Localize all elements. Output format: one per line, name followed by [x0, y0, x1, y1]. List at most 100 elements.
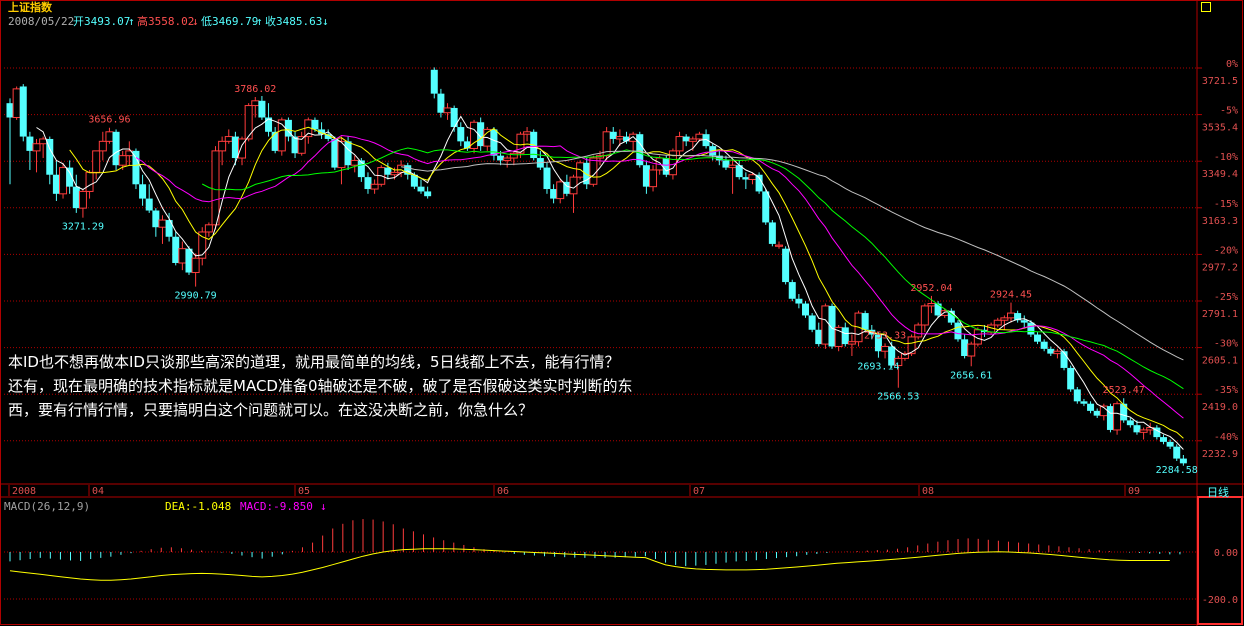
candle [536, 150, 544, 170]
candle [782, 246, 790, 285]
candle [66, 160, 74, 194]
candle-body [152, 210, 160, 228]
candle [682, 134, 690, 147]
candle-body [503, 157, 512, 161]
candle-body [364, 177, 372, 190]
candle [331, 136, 339, 170]
candle [1067, 365, 1075, 392]
candle-body [735, 165, 743, 178]
pct-tick-label: -30% [1214, 339, 1238, 350]
candle [1014, 310, 1022, 323]
candle [344, 136, 352, 170]
candle-body [1067, 367, 1075, 390]
candle-body [331, 138, 339, 168]
candle-body [556, 181, 565, 200]
candle [615, 129, 624, 147]
candle [152, 208, 160, 237]
candle-body [722, 160, 730, 168]
candle-body [1027, 322, 1035, 335]
header-low: 低3469.79 [201, 15, 259, 28]
x-tick-label: 07 [693, 486, 705, 497]
candle [735, 160, 743, 180]
period-button[interactable]: 日线 [1207, 486, 1229, 499]
candle-body [774, 244, 783, 247]
candle [874, 332, 882, 358]
candle-body [894, 357, 903, 367]
candle-body [92, 150, 101, 173]
candle [768, 220, 776, 247]
candle [271, 127, 279, 154]
candle [1113, 401, 1122, 435]
candle [861, 310, 869, 333]
macd-bars [9, 519, 1181, 567]
candle-body [1166, 441, 1174, 447]
candle [364, 172, 372, 194]
candle-body [118, 155, 127, 166]
candle [105, 127, 114, 144]
candle [728, 160, 737, 194]
candle [52, 160, 60, 201]
candle-body [802, 303, 810, 316]
candle-body [265, 117, 273, 132]
candle-body [258, 100, 266, 118]
candle-body [914, 324, 923, 338]
candle-body [1053, 350, 1062, 355]
candle-body [954, 322, 962, 340]
candle-body [198, 231, 207, 259]
candle-body [841, 327, 849, 345]
candle [961, 334, 969, 359]
candle [251, 96, 260, 118]
x-tick-label: 09 [1128, 486, 1140, 497]
candle-body [715, 155, 723, 161]
candle-body [26, 136, 34, 151]
candle [1166, 439, 1174, 450]
candle-body [357, 160, 365, 178]
candle [662, 155, 670, 178]
candle-body [324, 134, 332, 139]
candle [649, 165, 658, 192]
candle [821, 303, 830, 349]
candle-body [702, 134, 710, 147]
candle-body [98, 140, 107, 152]
candle [569, 174, 578, 213]
price-tick-label: 2232.9 [1202, 449, 1238, 460]
candle [457, 122, 465, 147]
x-tick-label: 04 [92, 486, 104, 497]
ma30-line [201, 147, 1184, 390]
candle-body [742, 177, 750, 180]
candle [1007, 302, 1016, 323]
price-tick-label: 2791.1 [1202, 309, 1238, 320]
candle-body [543, 167, 551, 190]
x-tick-label: 2008 [12, 486, 36, 497]
candle-body [158, 219, 167, 228]
candle [139, 174, 147, 206]
candle [543, 162, 551, 194]
pct-tick-label: 0% [1226, 59, 1238, 70]
candle-body [682, 136, 690, 142]
price-annotation: 2990.79 [175, 291, 217, 302]
candle-body [755, 174, 763, 192]
candle-body [1060, 351, 1068, 368]
candle-body [112, 131, 120, 166]
price-tick-label: 2605.1 [1202, 356, 1238, 367]
candle-body [1159, 437, 1167, 442]
price-annotation: 2656.61 [950, 370, 992, 381]
candle-body [523, 131, 532, 135]
candle-body [788, 282, 796, 299]
macd-tick-label: -200.0 [1202, 595, 1238, 606]
candle-body [828, 305, 836, 347]
candle [98, 131, 107, 161]
candle-body [165, 220, 173, 237]
candles [6, 67, 1187, 466]
window-square-icon[interactable] [1201, 2, 1211, 12]
candle [755, 172, 763, 194]
candle-body [636, 134, 644, 166]
candle-body [490, 129, 498, 156]
x-tick-label: 05 [298, 486, 310, 497]
candle-body [204, 224, 213, 233]
comment-caption: 本ID也不想再做本ID只谈那些高深的道理，就用最简单的均线，5日线都上不去，能有… [8, 353, 633, 419]
candle [795, 293, 803, 309]
candle [1139, 427, 1148, 440]
